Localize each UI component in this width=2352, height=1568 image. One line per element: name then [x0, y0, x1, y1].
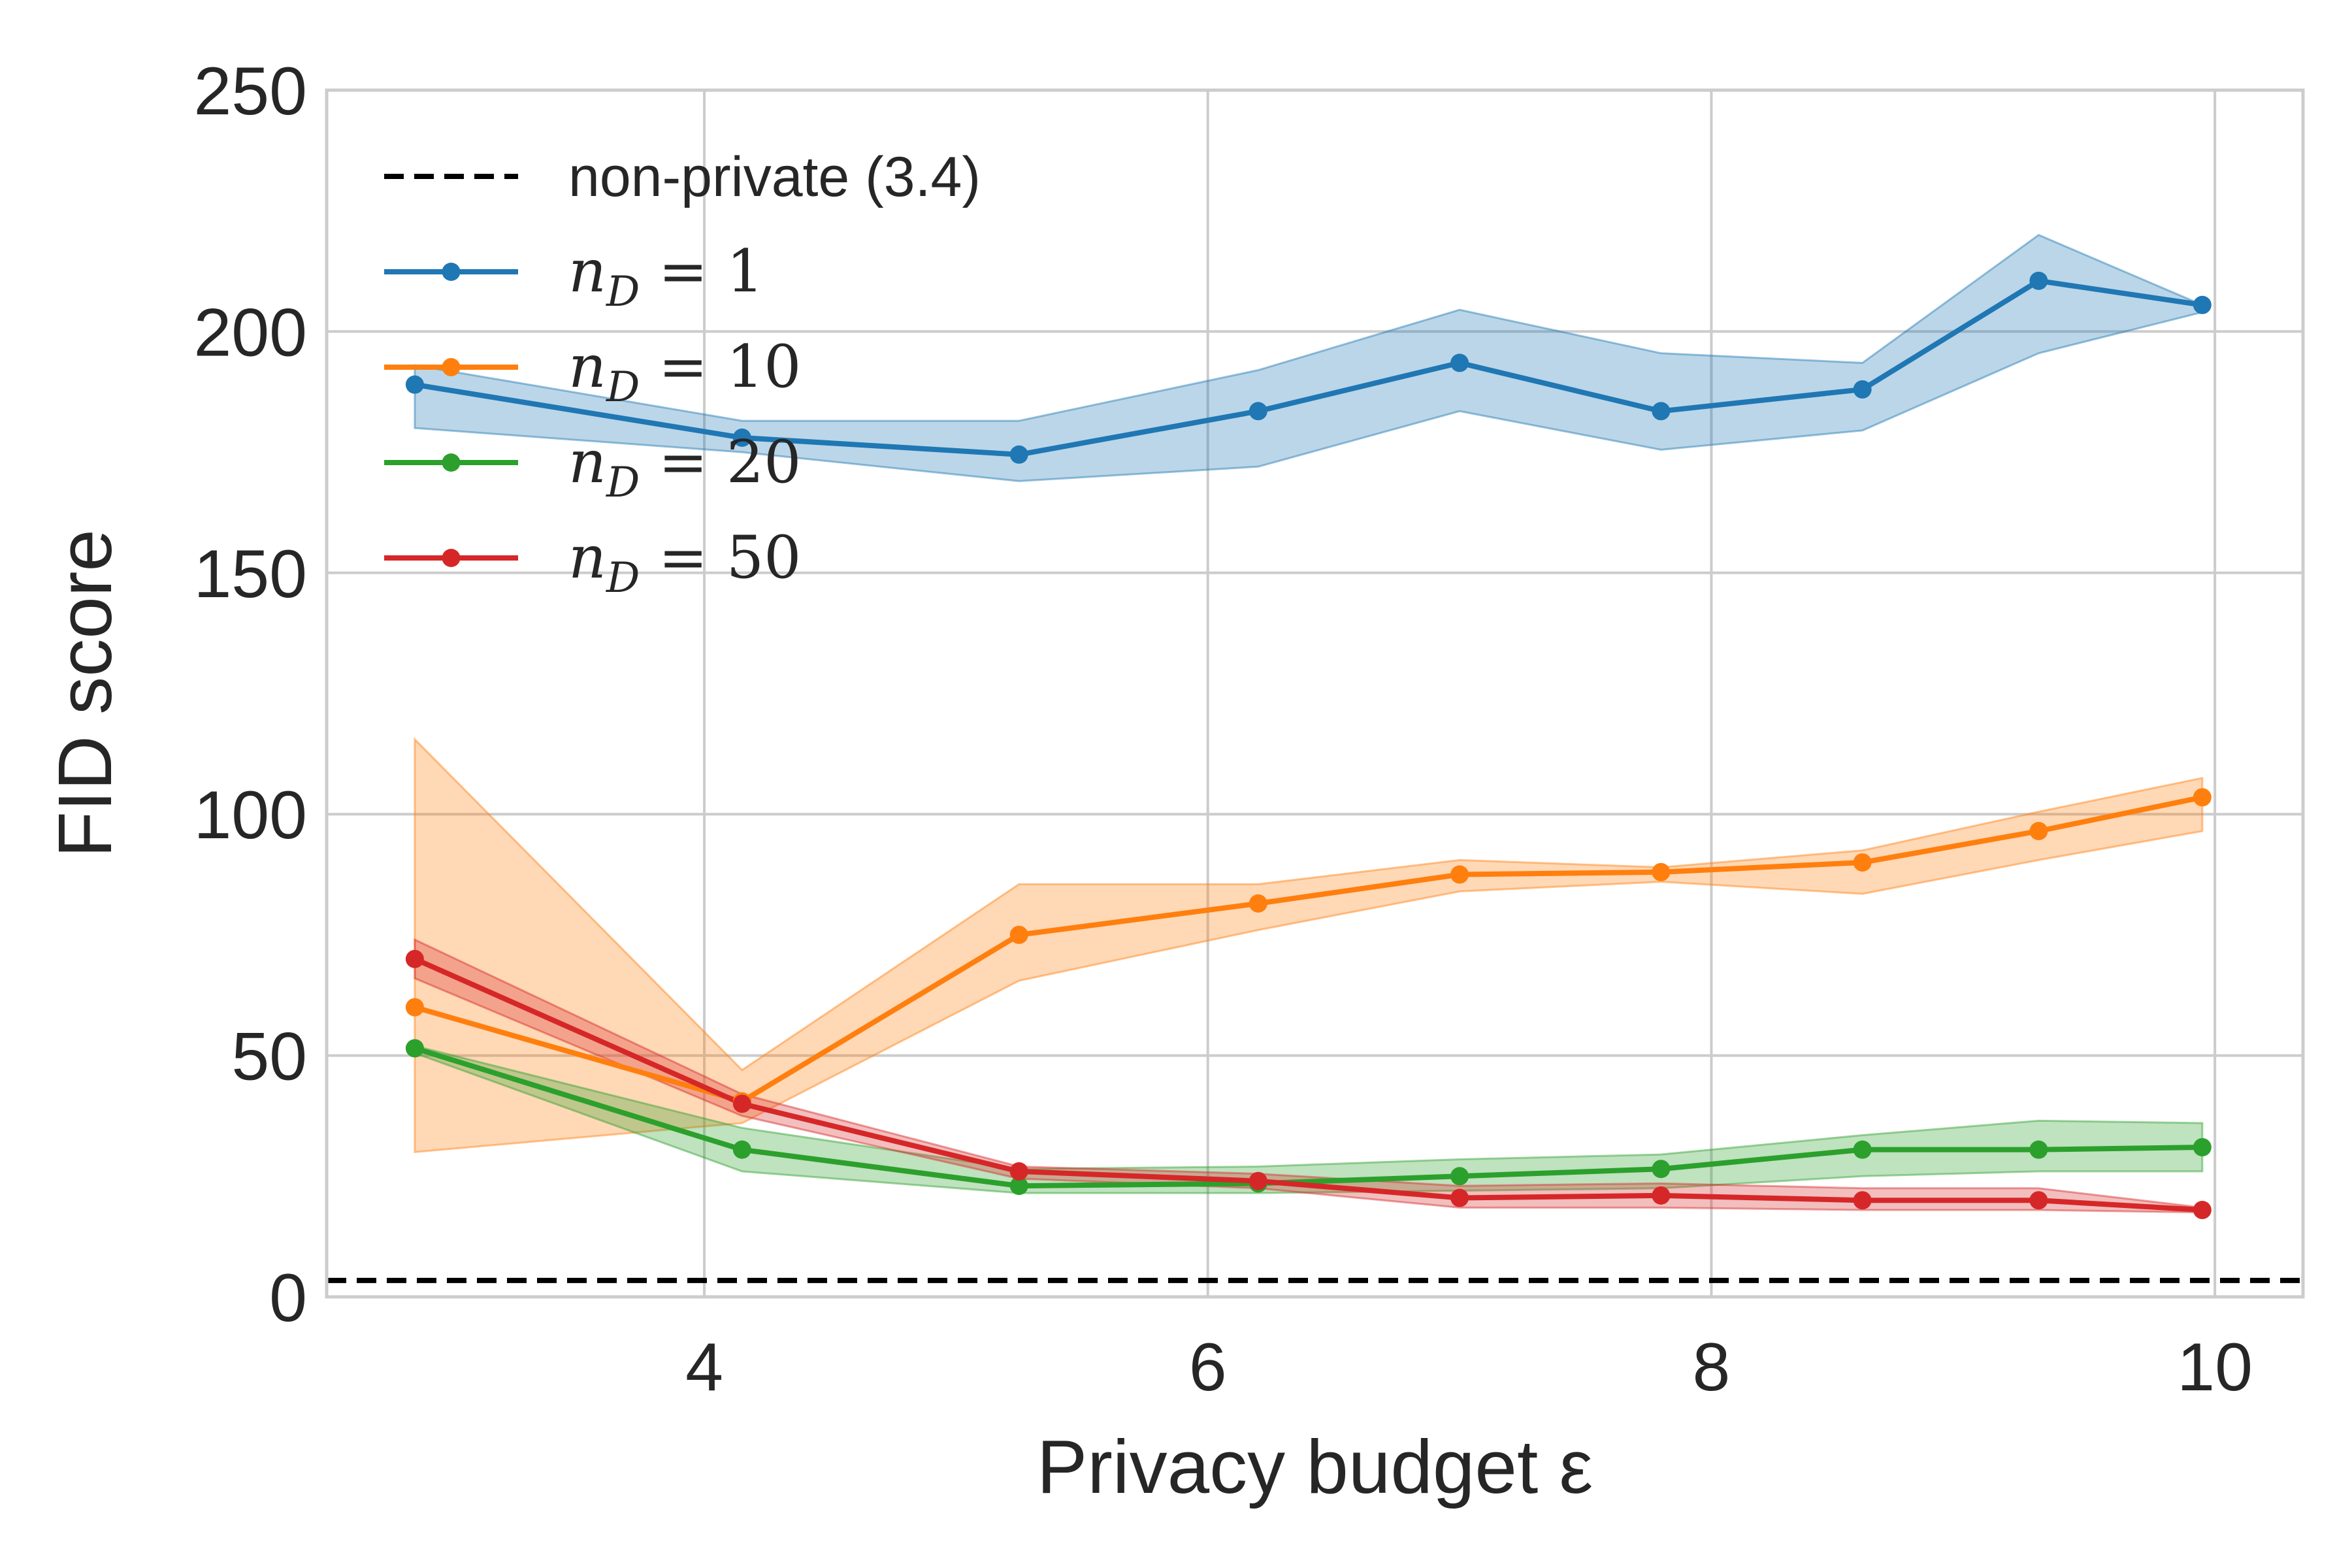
data-point: [1652, 1160, 1671, 1179]
plot-frame: [325, 88, 2305, 1299]
y-tick-label: 150: [193, 536, 307, 612]
legend-series-label: nD = 20: [568, 428, 801, 507]
data-point: [405, 949, 424, 968]
x-tick-label: 8: [1693, 1330, 1731, 1405]
data-point: [732, 1140, 751, 1159]
data-point: [2029, 1140, 2048, 1159]
data-point: [1853, 1140, 1872, 1159]
legend-reference-label: non-private (3.4): [568, 146, 981, 208]
series-points: [405, 271, 2212, 1220]
data-point: [732, 1094, 751, 1113]
data-point: [1652, 1186, 1671, 1205]
data-point: [1009, 1162, 1028, 1181]
data-point: [1249, 1171, 1267, 1190]
legend: non-private (3.4) nD = 1 nD = 10 nD = 20 nD …: [384, 146, 981, 602]
data-point: [1009, 925, 1028, 944]
legend-series-marker: [442, 358, 461, 376]
data-point: [405, 998, 424, 1017]
data-point: [1450, 1188, 1469, 1207]
data-point: [2029, 1191, 2048, 1210]
y-axis-label: FID score: [42, 529, 127, 858]
data-point: [2193, 1137, 2212, 1156]
data-point: [2193, 295, 2212, 314]
x-tick-label: 4: [685, 1330, 723, 1405]
x-axis-label: Privacy budget ε: [1037, 1424, 1593, 1509]
data-point: [1652, 402, 1671, 421]
y-tick-label: 200: [193, 295, 307, 370]
legend-series-marker: [442, 263, 461, 281]
data-point: [405, 1039, 424, 1058]
data-point: [1009, 1177, 1028, 1196]
data-point: [1009, 445, 1028, 464]
data-point: [1249, 402, 1267, 421]
data-point: [1450, 353, 1469, 372]
data-point: [732, 428, 751, 447]
data-point: [1249, 894, 1267, 913]
x-tick-label: 6: [1189, 1330, 1227, 1405]
y-tick-label: 250: [193, 54, 307, 129]
legend-series-label: nD = 10: [568, 333, 801, 412]
confidence-band: [414, 737, 2204, 1153]
data-point: [1853, 853, 1872, 872]
data-point: [1652, 862, 1671, 881]
legend-series-label: nD = 1: [568, 237, 764, 316]
data-point: [405, 375, 424, 394]
data-point: [1450, 1167, 1469, 1186]
x-tick-label: 10: [2177, 1330, 2253, 1405]
data-point: [1853, 1191, 1872, 1210]
data-point: [2193, 788, 2212, 807]
y-tick-label: 100: [193, 777, 307, 853]
data-point: [2029, 271, 2048, 290]
legend-series-label: nD = 50: [568, 523, 801, 602]
data-point: [1450, 865, 1469, 884]
data-point: [2193, 1201, 2212, 1220]
y-tick-label: 50: [231, 1019, 307, 1095]
data-point: [2029, 822, 2048, 841]
legend-series-marker: [442, 453, 461, 472]
legend-series-marker: [442, 549, 461, 567]
data-point: [1853, 380, 1872, 399]
y-tick-label: 0: [269, 1260, 307, 1336]
